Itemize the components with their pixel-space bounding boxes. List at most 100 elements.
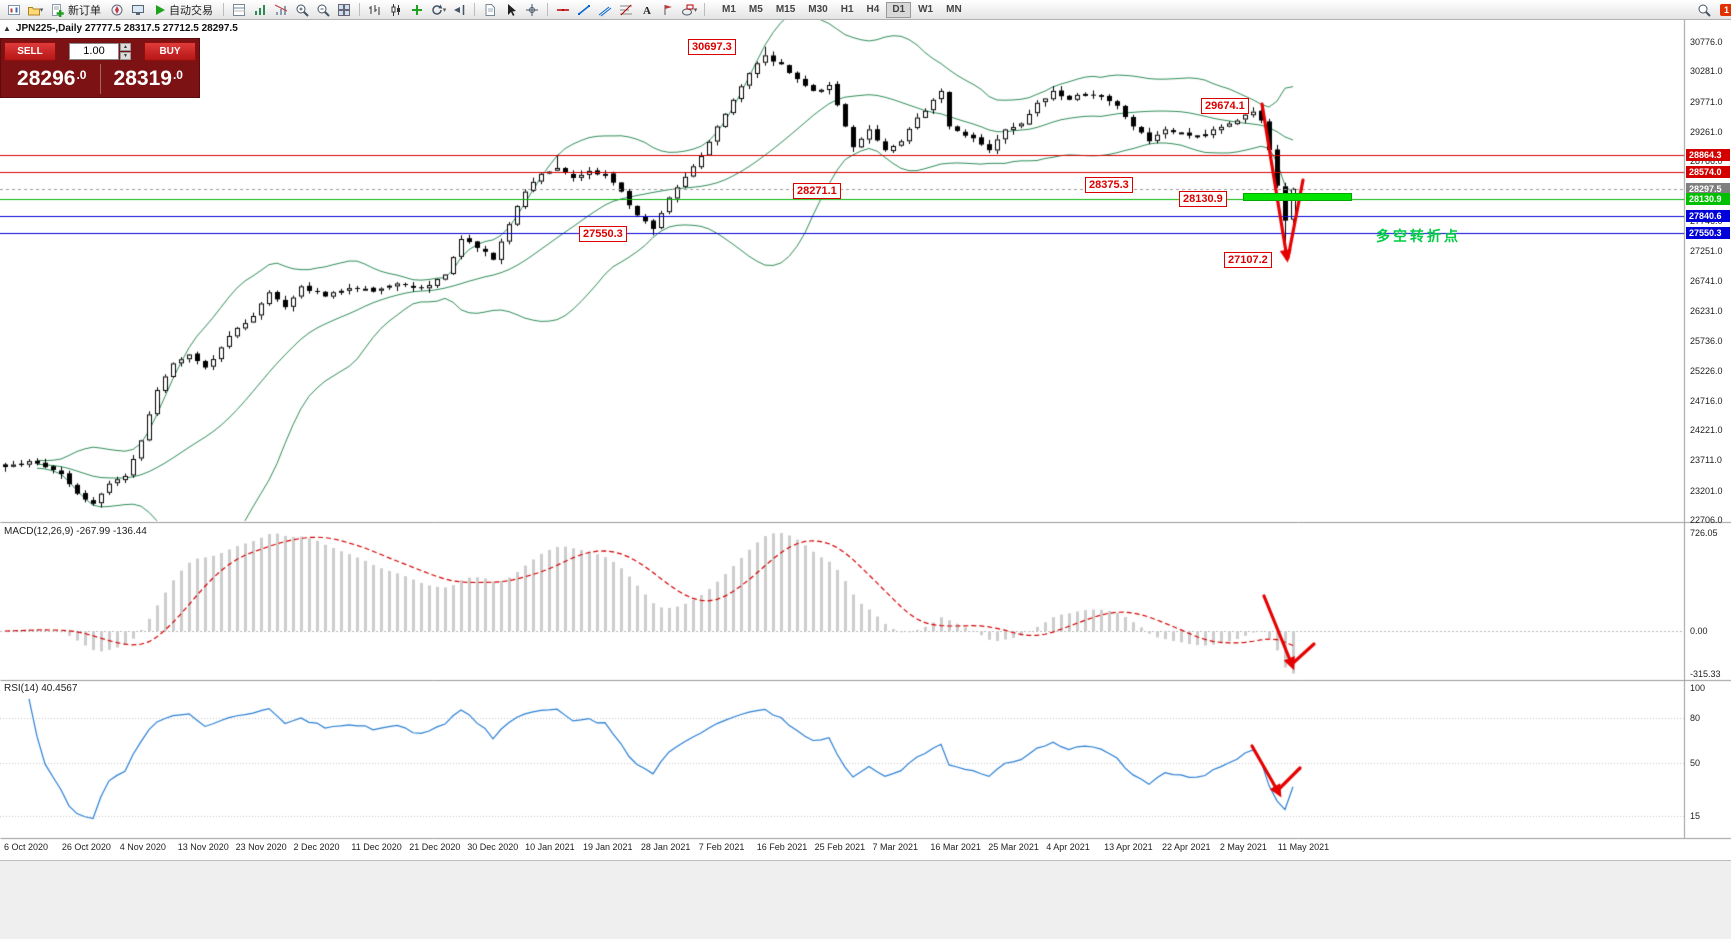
date-axis-label: 30 Dec 2020: [467, 842, 519, 852]
symbol-ohlc-text: JPN225-,Daily 27777.5 28317.5 27712.5 28…: [15, 23, 238, 34]
price-scale-tick: 29771.0: [1690, 96, 1723, 107]
data-window-icon[interactable]: [229, 1, 249, 18]
lot-size-input[interactable]: 1.00: [69, 43, 119, 60]
macd-label: MACD(12,26,9) -267.99 -136.44: [4, 526, 147, 537]
chevron-down-icon: ▾: [39, 6, 44, 14]
date-axis-label: 2 Dec 2020: [293, 842, 340, 852]
toolbar-separator: [359, 3, 360, 16]
price-scale-tick: 25736.0: [1690, 335, 1723, 346]
zoom-out-icon[interactable]: [313, 1, 333, 18]
autotrading-label: 自动交易: [169, 4, 213, 17]
autotrading-button[interactable]: 自动交易: [149, 1, 218, 18]
price-scale-tick: 30281.0: [1690, 66, 1723, 77]
toolbar-right-group: 1: [1694, 1, 1731, 18]
lot-increase-button[interactable]: ▲: [120, 43, 131, 51]
collapse-trade-panel-icon[interactable]: ▲: [3, 24, 11, 33]
timeframe-button-m5[interactable]: M5: [748, 3, 763, 15]
new-order-label: 新订单: [68, 4, 101, 17]
add-indicator-icon[interactable]: [407, 1, 427, 18]
price-scale-tick: 30776.0: [1690, 37, 1723, 47]
svg-text:A: A: [643, 5, 651, 17]
date-axis-label: 26 Oct 2020: [61, 842, 111, 852]
support-zone-bar[interactable]: [1243, 193, 1352, 201]
zoom-in-icon[interactable]: [292, 1, 312, 18]
timeframe-button-m30[interactable]: M30: [808, 3, 828, 15]
macd-scale-value: -315.33: [1690, 668, 1721, 679]
timeframe-button-w1[interactable]: W1: [918, 3, 934, 15]
trade-panel-prices: 28296.0 28319.0: [4, 64, 196, 94]
objects-list-icon[interactable]: [271, 1, 291, 18]
notification-badge[interactable]: 1: [1719, 3, 1731, 16]
date-axis-label: 7 Feb 2021: [698, 842, 745, 852]
sell-button[interactable]: SELL: [4, 42, 56, 61]
buy-price-frac: .0: [172, 67, 183, 82]
cursor-icon[interactable]: [501, 1, 521, 18]
price-scale-badge: 28574.0: [1686, 166, 1730, 179]
lot-decrease-button[interactable]: ▼: [120, 52, 131, 60]
sell-price[interactable]: 28296.0: [4, 64, 101, 94]
tile-windows-icon[interactable]: [334, 1, 354, 18]
date-axis-label: 11 Dec 2020: [351, 842, 402, 852]
navigator-icon[interactable]: [107, 1, 127, 18]
rsi-scale-value: 100: [1690, 683, 1706, 693]
rsi-scale-value: 15: [1690, 810, 1701, 821]
timeframe-button-d1[interactable]: D1: [886, 1, 912, 18]
price-scale-tick: 24716.0: [1690, 395, 1723, 406]
text-icon[interactable]: A: [637, 1, 657, 18]
price-scale-tick: 24221.0: [1690, 425, 1723, 436]
timeframe-button-m15[interactable]: M15: [775, 3, 796, 15]
indicators-histogram-icon[interactable]: [250, 1, 270, 18]
date-axis-label: 22 Apr 2021: [1162, 842, 1211, 852]
candlestick-chart-icon[interactable]: [386, 1, 406, 18]
price-scale-badge: 28864.3: [1686, 149, 1730, 162]
new-order-button[interactable]: 新订单: [46, 1, 106, 18]
price-scale-tick: 26741.0: [1690, 276, 1723, 286]
trendline-icon[interactable]: [574, 1, 594, 18]
chart-shift-icon[interactable]: [449, 1, 469, 18]
price-annotation: 30697.3: [688, 39, 736, 55]
auto-scroll-icon[interactable]: ▾: [428, 1, 448, 18]
price-annotation: 28375.3: [1085, 177, 1133, 193]
fibonacci-icon[interactable]: [616, 1, 636, 18]
timeframe-button-mn[interactable]: MN: [946, 3, 962, 15]
price-annotation: 29674.1: [1201, 98, 1249, 114]
new-chart-icon[interactable]: [4, 1, 24, 18]
date-axis-label: 10 Jan 2021: [525, 842, 575, 852]
toolbar-separator: [704, 3, 705, 16]
horizontal-line-icon[interactable]: [553, 1, 573, 18]
date-axis-label: 4 Apr 2021: [1046, 842, 1090, 852]
timeframe-bar: M1 M5 M15 M30 H1 H4 D1 W1 MN: [716, 1, 968, 18]
price-annotation: 27550.3: [579, 226, 627, 242]
buy-button[interactable]: BUY: [144, 42, 196, 61]
buy-price[interactable]: 28319.0: [101, 64, 197, 94]
turning-point-note: 多空转折点: [1376, 228, 1461, 244]
date-axis-label: 2 May 2021: [1219, 842, 1267, 852]
rsi-scale-value: 50: [1690, 758, 1701, 768]
toolbar-separator: [547, 3, 548, 16]
toolbar-separator: [474, 3, 475, 16]
search-icon[interactable]: [1694, 1, 1714, 18]
template-icon[interactable]: [480, 1, 500, 18]
timeframe-button-h4[interactable]: H4: [866, 3, 880, 15]
channel-icon[interactable]: [595, 1, 615, 18]
crosshair-icon[interactable]: [522, 1, 542, 18]
bar-chart-icon[interactable]: [365, 1, 385, 18]
price-scale-tick: 26231.0: [1690, 306, 1723, 317]
price-scale-badge: 28130.9: [1686, 192, 1730, 205]
chevron-down-icon: ▾: [442, 6, 447, 14]
terminal-icon[interactable]: [128, 1, 148, 18]
timeframe-button-h1[interactable]: H1: [840, 3, 854, 15]
symbol-ohlc-label: ▲ JPN225-,Daily 27777.5 28317.5 27712.5 …: [3, 23, 238, 34]
buy-price-main: 28319: [113, 67, 172, 90]
profiles-icon[interactable]: ▾: [25, 1, 45, 18]
label-icon[interactable]: [658, 1, 678, 18]
date-axis-label: 13 Apr 2021: [1104, 842, 1153, 852]
timeframe-button-m1[interactable]: M1: [722, 3, 736, 15]
macd-scale-value: 0.00: [1690, 626, 1708, 636]
shapes-icon[interactable]: ▾: [679, 1, 699, 18]
price-scale-badge: 28297.5: [1686, 182, 1730, 195]
price-annotation: 28130.9: [1179, 191, 1227, 207]
